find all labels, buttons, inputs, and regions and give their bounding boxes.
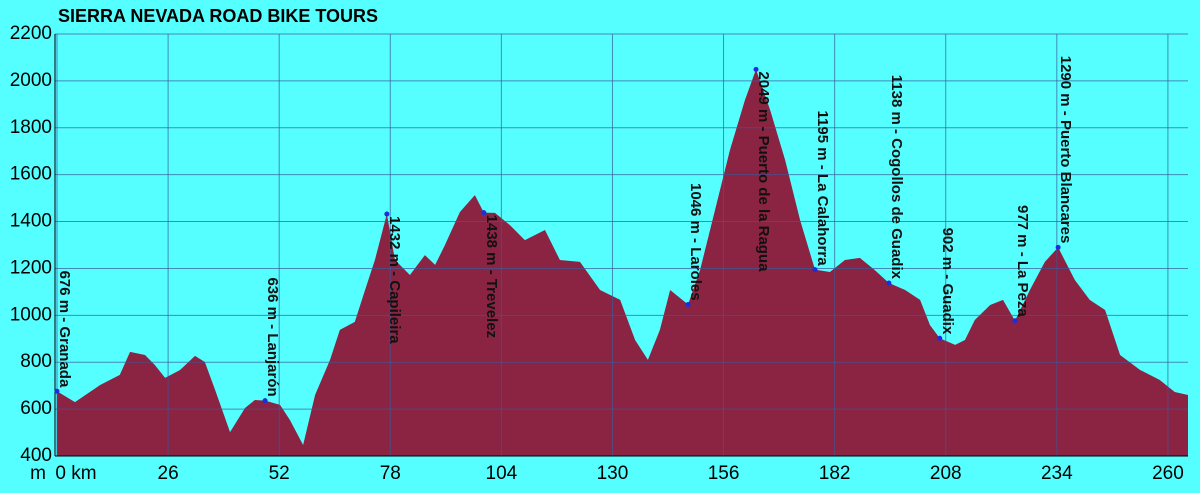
waypoint-label: 902 m - Guadix <box>939 228 956 335</box>
y-tick-label: 1600 <box>10 164 52 185</box>
y-tick-label: 1000 <box>10 304 52 325</box>
waypoint-label: 1432 m - Capileira <box>386 216 403 344</box>
x-tick-label: 130 <box>597 463 629 484</box>
waypoint-marker <box>1055 244 1061 250</box>
x-tick-label: 0 km <box>55 463 96 484</box>
waypoint-marker <box>1012 318 1018 324</box>
waypoint-marker <box>685 302 691 308</box>
waypoint-label: 636 m - Lanjarón <box>264 277 281 396</box>
waypoint-marker <box>481 210 487 216</box>
y-tick-label: 2200 <box>10 23 52 44</box>
waypoint-marker <box>812 267 818 273</box>
y-tick-label: 400 <box>20 445 52 466</box>
waypoint-marker <box>937 335 943 341</box>
y-unit-label: m <box>30 463 46 484</box>
x-tick-label: 208 <box>930 463 962 484</box>
waypoint-label: 1046 m - Laroles <box>687 183 704 301</box>
y-tick-label: 1200 <box>10 257 52 278</box>
waypoint-marker <box>384 211 390 217</box>
y-tick-label: 600 <box>20 398 52 419</box>
waypoint-label: 1195 m - La Calahorra <box>814 111 831 267</box>
x-tick-label: 78 <box>380 463 401 484</box>
waypoint-label: 2049 m - Puerto de la Ragua <box>755 71 772 272</box>
x-tick-label: 52 <box>269 463 290 484</box>
x-tick-label: 234 <box>1041 463 1073 484</box>
waypoint-label: 1438 m - Trevelez <box>483 215 500 338</box>
y-tick-label: 2000 <box>10 70 52 91</box>
x-tick-label: 156 <box>708 463 740 484</box>
waypoint-label: 977 m - La Peza <box>1014 205 1031 317</box>
x-tick-label: 26 <box>158 463 179 484</box>
waypoint-marker <box>54 388 60 394</box>
x-tick-label: 104 <box>486 463 518 484</box>
waypoint-label: 1290 m - Puerto Blancares <box>1057 56 1074 244</box>
waypoint-marker <box>262 398 268 404</box>
x-tick-label: 260 <box>1152 463 1184 484</box>
y-tick-label: 1800 <box>10 117 52 138</box>
x-tick-label: 182 <box>819 463 851 484</box>
y-tick-label: 800 <box>20 351 52 372</box>
elevation-area <box>57 69 1188 456</box>
chart-title: SIERRA NEVADA ROAD BIKE TOURS <box>58 6 378 26</box>
waypoint-marker <box>753 66 759 72</box>
waypoint-label: 1138 m - Cogollos de Guadix <box>888 75 905 280</box>
y-tick-label: 1400 <box>10 211 52 232</box>
waypoint-marker <box>886 280 892 286</box>
waypoint-label: 676 m - Granada <box>56 271 73 388</box>
